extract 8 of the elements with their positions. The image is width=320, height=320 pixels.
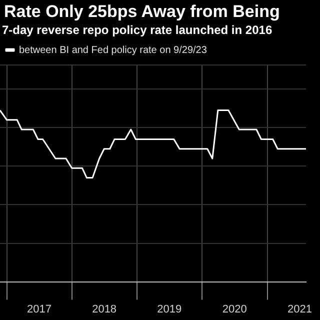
- x-tick-label: 2017: [26, 303, 52, 316]
- x-tick-label: 2019: [157, 303, 182, 316]
- x-tick-label: 2020: [222, 303, 247, 316]
- chart-subtitle: 7-day reverse repo policy rate launched in 2016: [1, 23, 274, 39]
- legend-label: between BI and Fed policy rate on 9/29/23: [19, 44, 208, 56]
- x-tick-label: 2021: [288, 303, 312, 316]
- chart-title: Rate Only 25bps Away from Being: [3, 1, 281, 23]
- x-tick-label: 2018: [92, 303, 117, 316]
